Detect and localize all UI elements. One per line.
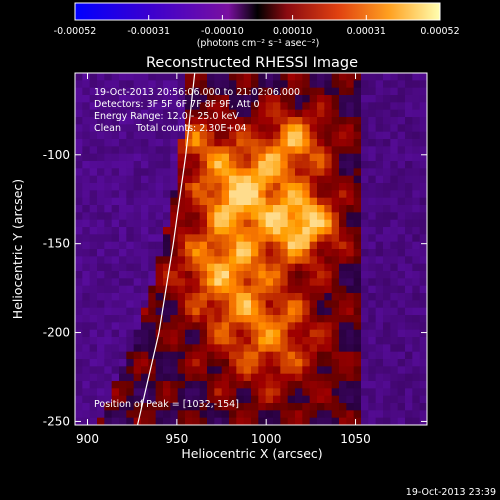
colorbar-tick-label: -0.00031 <box>127 26 170 37</box>
colorbar-tick-label: 0.00031 <box>347 26 386 37</box>
colorbar-tick-label: -0.00052 <box>54 26 97 37</box>
plot-frame <box>74 72 428 426</box>
y-tick-label: -100 <box>43 148 70 162</box>
info-time: 19-Oct-2013 20:56:06.000 to 21:02:06.000 <box>94 87 300 98</box>
y-axis-ticks: -100 -150 -200 -250 <box>43 148 427 428</box>
info-energy: Energy Range: 12.0 - 25.0 keV <box>94 111 239 122</box>
y-tick-label: -250 <box>43 414 70 428</box>
colorbar-gradient <box>74 2 441 21</box>
colorbar-tick-label: 0.00010 <box>273 26 312 37</box>
x-tick-label: 950 <box>165 432 188 446</box>
colorbar-tick-label: -0.00010 <box>201 26 244 37</box>
solar-limb-curve <box>136 73 196 425</box>
x-axis-label: Heliocentric X (arcsec) <box>181 446 322 461</box>
peak-position-label: Position of Peak = [1032,-154] <box>94 399 239 410</box>
y-tick-label: -150 <box>43 237 70 251</box>
x-axis-ticks: 900 950 1000 1050 <box>76 73 371 446</box>
colorbar: -0.00052 -0.00031 -0.00010 0.00010 0.00031 0.… <box>54 2 460 49</box>
info-block: 19-Oct-2013 20:56:06.000 to 21:02:06.000… <box>94 87 300 134</box>
y-axis-label: Heliocentric Y (arcsec) <box>10 179 25 319</box>
info-clean: Clean Total counts: 2.30E+04 <box>94 123 246 134</box>
info-detectors: Detectors: 3F 5F 6F 7F 8F 9F, Att 0 <box>94 99 260 110</box>
timestamp: 19-Oct-2013 23:39 <box>406 487 496 498</box>
colorbar-ticks: -0.00052 -0.00031 -0.00010 0.00010 0.00031 0.… <box>54 15 460 37</box>
plot-title: Reconstructed RHESSI Image <box>146 55 358 71</box>
x-tick-label: 1050 <box>340 432 371 446</box>
x-tick-label: 1000 <box>251 432 282 446</box>
y-tick-label: -200 <box>43 326 70 340</box>
colorbar-tick-label: 0.00052 <box>420 26 459 37</box>
rhessi-image <box>75 73 427 425</box>
colorbar-units: (photons cm⁻² s⁻¹ asec⁻²) <box>197 38 320 49</box>
x-tick-label: 900 <box>76 432 99 446</box>
